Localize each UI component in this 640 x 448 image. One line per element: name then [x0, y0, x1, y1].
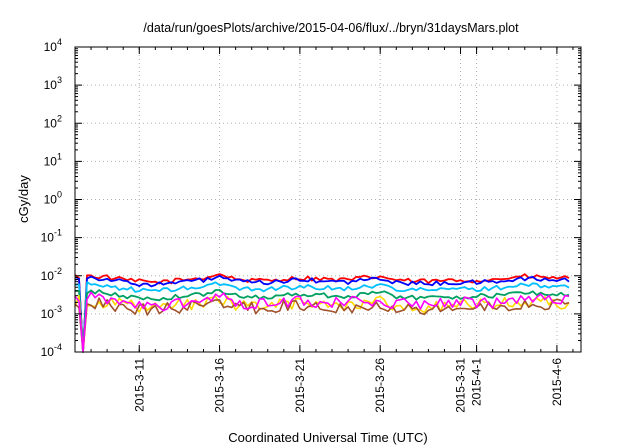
- y-tick-label: 102: [44, 113, 62, 130]
- x-tick-label: 2015-3-21: [293, 358, 307, 413]
- x-tick-label: 2015-3-16: [213, 358, 227, 413]
- tick-layer: [75, 46, 581, 353]
- x-tick-label: 2015-3-31: [454, 358, 468, 413]
- x-tick-label: 2015-3-26: [373, 358, 387, 413]
- chart-title: /data/run/goesPlots/archive/2015-04-06/f…: [143, 21, 519, 35]
- y-axis-label: cGy/day: [16, 175, 31, 223]
- y-tick-label: 103: [44, 75, 62, 92]
- y-tick-label: 100: [44, 190, 62, 207]
- series-line: [74, 291, 570, 353]
- y-tick-label: 10-3: [41, 304, 62, 321]
- x-tick-label: 2015-4-1: [470, 358, 484, 406]
- y-tick-label: 104: [44, 37, 62, 54]
- series-line: [74, 274, 570, 353]
- y-tick-label: 10-2: [41, 266, 62, 283]
- y-tick-label: 10-4: [41, 342, 62, 359]
- y-tick-label: 101: [44, 151, 62, 168]
- series-line: [75, 289, 570, 353]
- series-line: [74, 281, 570, 353]
- y-tick-label: 10-1: [41, 228, 62, 245]
- x-tick-label: 2015-4-6: [550, 358, 564, 406]
- series-line: [74, 297, 570, 353]
- label-layer: 10-4 10-3 10-2 10-1 100 101 102 103 104 2015-3-11…: [41, 37, 564, 413]
- series-layer: [74, 273, 570, 353]
- x-tick-label: 2015-3-11: [132, 358, 146, 412]
- grid-layer: [75, 47, 581, 352]
- x-axis-label: Coordinated Universal Time (UTC): [228, 430, 427, 445]
